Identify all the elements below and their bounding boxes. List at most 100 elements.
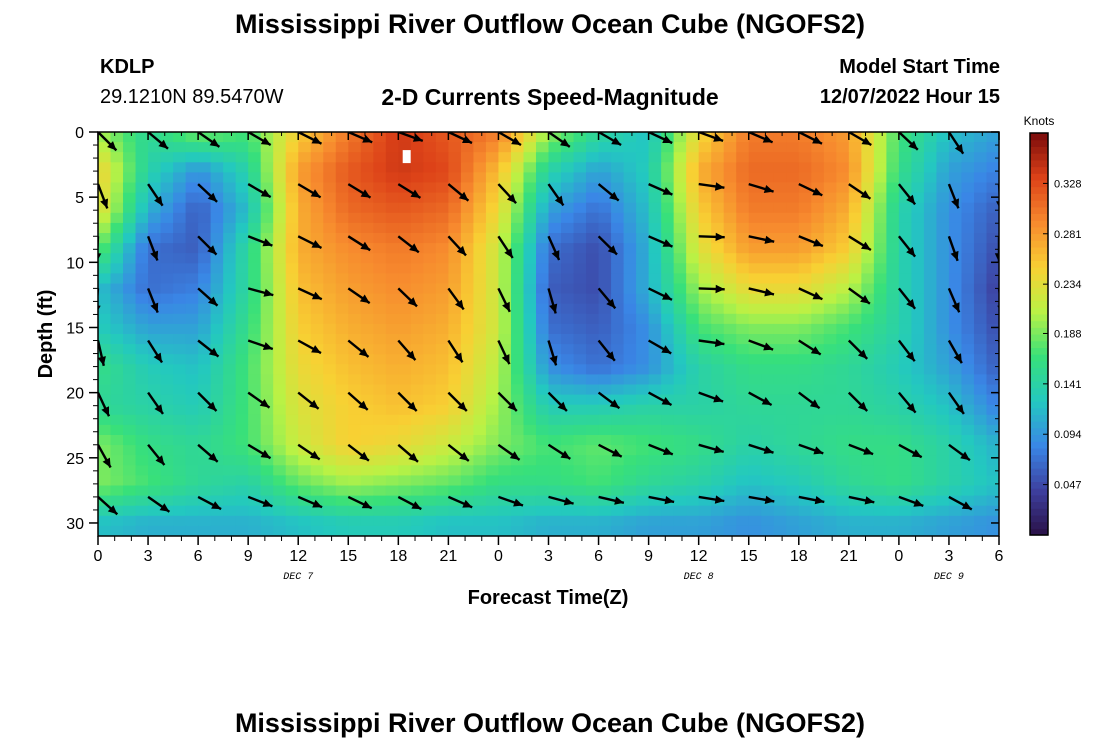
heatmap-cell bbox=[173, 465, 187, 476]
heatmap-cell bbox=[873, 404, 887, 416]
heatmap-cell bbox=[973, 162, 988, 173]
colorbar-tick-label: 0.234 bbox=[1054, 279, 1082, 291]
current-arrow bbox=[848, 287, 871, 305]
heatmap-cell bbox=[498, 273, 512, 285]
heatmap-cell bbox=[923, 374, 938, 386]
heatmap-cell bbox=[823, 515, 837, 527]
heatmap-cell bbox=[160, 495, 174, 507]
heatmap-cell bbox=[135, 344, 149, 355]
heatmap-cell bbox=[736, 192, 750, 204]
heatmap-cell bbox=[736, 303, 750, 315]
heatmap-cell bbox=[848, 172, 862, 184]
heatmap-cell bbox=[898, 334, 912, 345]
heatmap-cell bbox=[135, 202, 149, 214]
heatmap-cell bbox=[973, 354, 988, 365]
heatmap-cell bbox=[936, 243, 950, 254]
heatmap-cell bbox=[248, 172, 262, 184]
heatmap-cell bbox=[711, 404, 725, 416]
heatmap-cell bbox=[786, 263, 800, 274]
heatmap-cell bbox=[811, 162, 825, 173]
heatmap-cell bbox=[173, 202, 187, 214]
heatmap-cell bbox=[948, 283, 963, 295]
heatmap-cell bbox=[473, 445, 487, 456]
current-arrow bbox=[648, 495, 675, 505]
heatmap-cell bbox=[573, 414, 587, 426]
heatmap-cell bbox=[586, 435, 600, 446]
heatmap-cell bbox=[636, 152, 650, 163]
heatmap-cell bbox=[923, 182, 938, 194]
heatmap-cell bbox=[711, 344, 725, 355]
current-arrow bbox=[447, 287, 465, 311]
colorbar-segment bbox=[1030, 240, 1048, 248]
heatmap-cell bbox=[598, 303, 612, 315]
heatmap-cell bbox=[323, 152, 337, 163]
heatmap-cell bbox=[148, 424, 162, 436]
heatmap-cell bbox=[823, 374, 837, 386]
heatmap-cell bbox=[398, 253, 412, 264]
heatmap-cell bbox=[586, 374, 600, 386]
heatmap-cell bbox=[711, 384, 725, 396]
heatmap-cell bbox=[485, 414, 500, 426]
heatmap-cell bbox=[110, 394, 124, 406]
heatmap-cell bbox=[448, 233, 462, 244]
heatmap-cell bbox=[848, 374, 862, 386]
heatmap-cell bbox=[673, 303, 687, 315]
heatmap-cell bbox=[911, 273, 925, 285]
heatmap-cell bbox=[135, 424, 149, 436]
heatmap-cell bbox=[210, 212, 224, 224]
heatmap-cell bbox=[623, 404, 637, 416]
heatmap-cell bbox=[185, 172, 199, 184]
heatmap-cell bbox=[823, 202, 837, 214]
heatmap-cell bbox=[210, 263, 224, 274]
heatmap-cell bbox=[310, 323, 324, 335]
heatmap-cell bbox=[548, 212, 562, 224]
heatmap-cell bbox=[886, 263, 900, 274]
heatmap-cell bbox=[623, 354, 637, 365]
heatmap-cell bbox=[961, 515, 975, 527]
heatmap-cell bbox=[535, 455, 550, 466]
heatmap-cell bbox=[435, 202, 449, 214]
current-arrow bbox=[397, 287, 418, 308]
heatmap-cell bbox=[235, 394, 249, 406]
heatmap-cell bbox=[911, 404, 925, 416]
heatmap-cell bbox=[836, 212, 850, 224]
heatmap-cell bbox=[836, 303, 850, 315]
colorbar-segment bbox=[1030, 226, 1048, 235]
heatmap-cell bbox=[348, 152, 362, 163]
heatmap-cell bbox=[923, 233, 938, 244]
heatmap-cell bbox=[223, 485, 237, 497]
heatmap-cell bbox=[636, 263, 650, 274]
heatmap-cell bbox=[148, 354, 162, 365]
heatmap-cell bbox=[398, 364, 412, 375]
current-arrow bbox=[897, 339, 916, 362]
heatmap-cell bbox=[423, 253, 437, 264]
heatmap-cell bbox=[235, 515, 249, 527]
heatmap-cell bbox=[523, 475, 537, 487]
heatmap-cell bbox=[498, 465, 512, 476]
x-tick-label: 18 bbox=[790, 548, 808, 565]
heatmap-cell bbox=[973, 485, 988, 497]
heatmap-cell bbox=[535, 445, 550, 456]
heatmap-cell bbox=[673, 445, 687, 456]
current-arrow bbox=[547, 235, 561, 261]
current-arrow bbox=[447, 132, 473, 145]
heatmap-cell bbox=[898, 273, 912, 285]
heatmap-cell bbox=[460, 505, 475, 517]
heatmap-cell bbox=[686, 263, 700, 274]
heatmap-cell bbox=[786, 253, 800, 264]
heatmap-cell bbox=[360, 212, 374, 224]
heatmap-cell bbox=[923, 162, 938, 173]
heatmap-cell bbox=[423, 152, 437, 163]
heatmap-cell bbox=[323, 263, 337, 274]
heatmap-cell bbox=[623, 233, 637, 244]
heatmap-cell bbox=[686, 202, 700, 214]
current-arrow bbox=[197, 339, 220, 358]
heatmap-cell bbox=[435, 364, 449, 375]
heatmap-cell bbox=[961, 354, 975, 365]
heatmap-cell bbox=[648, 334, 662, 345]
heatmap-cell bbox=[173, 364, 187, 375]
heatmap-cell bbox=[248, 323, 262, 335]
heatmap-cell bbox=[736, 364, 750, 375]
heatmap-cell bbox=[736, 212, 750, 224]
heatmap-cell bbox=[773, 273, 787, 285]
